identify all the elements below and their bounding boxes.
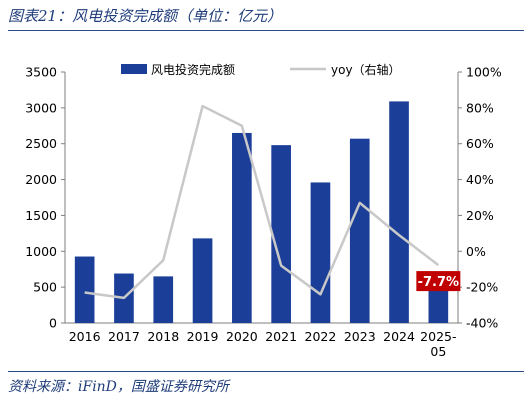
axes-layer: 0 500 1000 1500 2000 2500 3000 3500 -40% -20% 0% 20… xyxy=(25,65,502,360)
bar xyxy=(153,276,174,323)
right-tick-label: 0% xyxy=(466,244,486,259)
bar xyxy=(310,182,331,323)
right-tick-label: 80% xyxy=(466,100,494,115)
right-tick-label: 40% xyxy=(466,172,494,187)
x-tick-label: 2020 xyxy=(226,329,258,344)
bar xyxy=(389,101,409,323)
left-tick-label: 2500 xyxy=(25,136,57,151)
footer-divider xyxy=(8,371,524,372)
chart-title: 图表21：风电投资完成额（单位：亿元） xyxy=(8,7,283,25)
left-tick-label: 1000 xyxy=(25,244,57,259)
bar xyxy=(428,283,449,323)
bar xyxy=(271,145,291,323)
line-layer xyxy=(84,104,440,300)
annotation-label: -7.7% xyxy=(418,275,459,290)
x-tick-label: 2023 xyxy=(344,329,376,344)
legend-label-line: yoy（右轴） xyxy=(331,62,401,77)
annotation-layer: -7.7% xyxy=(416,271,461,292)
yoy-line xyxy=(84,104,440,300)
title-divider xyxy=(8,30,524,31)
left-tick-label: 2000 xyxy=(25,172,57,187)
bar xyxy=(192,238,213,323)
right-tick-label: 100% xyxy=(466,65,502,80)
x-tick-label: 2024 xyxy=(383,329,415,344)
bars-layer xyxy=(74,101,449,323)
legend-swatch-bar xyxy=(121,64,147,74)
x-tick-label: 05 xyxy=(430,344,446,359)
x-tick-label: 2017 xyxy=(108,329,140,344)
left-tick-label: 3000 xyxy=(25,100,57,115)
left-tick-label: 500 xyxy=(33,280,57,295)
x-tick-label: 2016 xyxy=(69,329,101,344)
annotation-box xyxy=(416,271,461,292)
right-tick-label: 60% xyxy=(466,136,494,151)
bar xyxy=(349,138,370,323)
x-tick-label: 2022 xyxy=(305,329,337,344)
x-tick-label: 2018 xyxy=(147,329,179,344)
left-tick-label: 1500 xyxy=(25,208,57,223)
legend-label-bar: 风电投资完成额 xyxy=(151,62,235,77)
left-tick-label: 0 xyxy=(49,316,57,331)
legend-layer: 风电投资完成额 yoy（右轴） xyxy=(121,62,401,77)
bar xyxy=(74,256,95,323)
source-note: 资料来源：iFinD，国盛证券研究所 xyxy=(8,379,229,395)
bar xyxy=(232,132,252,323)
right-tick-label: -40% xyxy=(466,316,498,331)
left-tick-label: 3500 xyxy=(25,65,57,80)
x-tick-label: 2019 xyxy=(187,329,219,344)
x-tick-label: 2025- xyxy=(420,329,456,344)
chart-svg: 0 500 1000 1500 2000 2500 3000 3500 -40% -20% 0% 20… xyxy=(25,62,502,360)
x-tick-label: 2021 xyxy=(265,329,297,344)
chart-panel: 0 500 1000 1500 2000 2500 3000 3500 -40% -20% 0% 20… xyxy=(8,35,524,368)
right-tick-label: -20% xyxy=(466,280,498,295)
right-tick-label: 20% xyxy=(466,208,494,223)
